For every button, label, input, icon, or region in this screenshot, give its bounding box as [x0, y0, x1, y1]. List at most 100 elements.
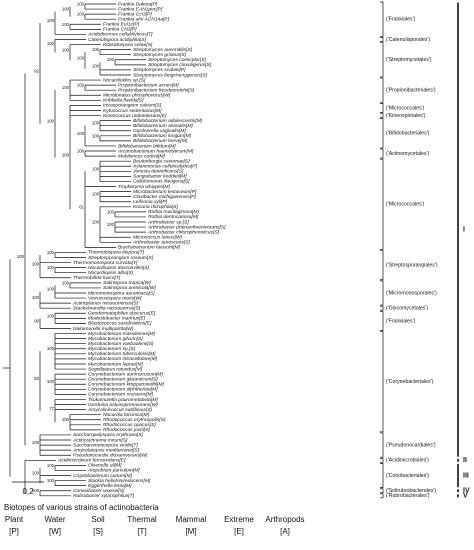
- taxon-label: Thermobifida fusca[T]: [73, 275, 121, 281]
- taxon-label: Salinispora tropica[W]: [103, 280, 151, 286]
- taxon-label: Microlunatus phosphovorus[W]: [103, 93, 171, 99]
- taxon-label: Segniliparus rotundus[M]: [88, 366, 143, 372]
- taxon-label: Actinosynnema mirum[S]: [72, 437, 128, 443]
- bootstrap-value: 100: [47, 250, 55, 255]
- taxon-label: Actinoplanes missouriensis[S]: [72, 300, 139, 306]
- bootstrap-value: 100: [92, 192, 100, 197]
- taxon-label: Amycolicicoccus subflavus[S]: [87, 407, 153, 413]
- taxon-label: Rhodococcus erythropolis[S]: [103, 417, 166, 423]
- group-label: ('Micromonosporales'): [386, 290, 437, 296]
- taxon-label: Kineococcus radiotolerans[E]: [103, 113, 167, 119]
- class-label: V: [463, 493, 468, 500]
- group-label: ('Micrococcales'): [386, 105, 425, 111]
- taxon-label: Clavibacter michiganensis[P]: [133, 194, 196, 200]
- taxon-label: Cellulomonas flavigena[S]: [133, 179, 190, 185]
- bootstrap-value: 100: [62, 280, 70, 285]
- bootstrap-value: 100: [62, 7, 70, 12]
- taxon-label: Propionibacterium freudenreichii[S]: [118, 87, 195, 93]
- taxon-label: Arcanobacterium haemolyticum[M]: [117, 148, 194, 154]
- taxon-label: Xylanimonas cellulosilytica[P]: [132, 164, 198, 170]
- group-label: ('Micrococcales'): [386, 202, 425, 208]
- taxon-label: Microbacterium testaceum[P]: [133, 189, 197, 195]
- group-bracket: [380, 77, 384, 103]
- group-label: ('Glycomycetales'): [386, 306, 428, 312]
- taxon-label: Arthrobacter aurescens[S]: [132, 240, 190, 246]
- bootstrap-value: 100: [92, 133, 100, 138]
- group-label: ('Rubrobacterales'): [386, 493, 430, 499]
- taxon-label: Mobiluncus curtisii[M]: [118, 153, 165, 159]
- taxon-label: Tsukamurella paurometabola[M]: [88, 397, 158, 403]
- taxon-label: Corynebacterium aurimucosum[M]: [88, 371, 163, 377]
- bootstrap-value: 100: [77, 55, 85, 60]
- bootstrap-value: 100: [47, 41, 55, 46]
- taxon-label: Geodermatophilus obscurus[E]: [88, 311, 156, 317]
- group-label: ('Pseudonocardiales'): [386, 442, 436, 448]
- taxon-label: Eggerthella lenta[M]: [88, 483, 132, 489]
- taxon-label: Rothia mucilaginosa[M]: [148, 209, 199, 215]
- legend-name: Mammal: [176, 515, 207, 524]
- bootstrap-value: 100: [77, 12, 85, 17]
- bootstrap-value: 100: [47, 379, 55, 384]
- taxon-label: Bifidobacterium adolescentis[M]: [133, 118, 203, 124]
- taxon-label: Catenulispora acidiphila[S]: [88, 37, 147, 43]
- taxon-label: Nocardiopsis alba[S]: [88, 270, 133, 276]
- taxon-label: Streptomyces griseus[S]: [133, 52, 187, 58]
- taxon-label: Arthrobacter sp.[S]: [147, 219, 189, 225]
- bootstrap-value: 100: [77, 83, 85, 88]
- taxon-label: Mycobacterium tuberculosis[M]: [88, 351, 156, 357]
- taxon-label: Olsenella uli[M]: [88, 463, 122, 469]
- group-bracket: [380, 457, 384, 463]
- taxon-label: Micromonospora aurantiaca[S]: [88, 290, 155, 296]
- taxon-label: Frankia Dakota[P]: [118, 1, 158, 7]
- bootstrap-value: 100: [77, 1, 85, 6]
- taxon-label: Nocardiopsis dassonvillei[S]: [88, 265, 150, 271]
- scale-label: 0.2: [22, 487, 34, 496]
- taxon-label: Mycobacterium massiliense[M]: [88, 331, 155, 337]
- taxon-label: Verrucosispora maris[W]: [88, 295, 142, 301]
- taxon-label: Rhodococcus jostii[S]: [103, 427, 150, 433]
- legend-name: Extreme: [224, 515, 254, 524]
- bootstrap-value: 100: [32, 488, 40, 493]
- bootstrap-value: 100: [32, 470, 40, 475]
- legend-code: [S]: [93, 527, 103, 536]
- taxon-label: Slackia heliotrinireducens[M]: [88, 478, 151, 484]
- group-bracket: [380, 113, 384, 118]
- class-label: II: [463, 457, 467, 464]
- bootstrap-value: 100: [92, 121, 100, 126]
- bootstrap-value: 100: [92, 219, 100, 224]
- class-label: I: [463, 226, 465, 233]
- taxon-label: Streptosporangium roseum[S]: [88, 255, 154, 261]
- taxon-label: Corynebacterium kroppenstedtii[M]: [88, 382, 164, 388]
- group-bracket: [380, 305, 384, 311]
- taxon-label: Brachybacterium faecium[M]: [118, 245, 181, 251]
- group-bracket: [380, 493, 384, 499]
- taxon-label: Micrococcus luteus[W]: [133, 235, 183, 241]
- class-label: III: [463, 472, 469, 479]
- bootstrap-value: 100: [47, 463, 55, 468]
- taxon-label: Mycobacterium vanbaalenii[S]: [88, 341, 154, 347]
- taxon-label: Nakamurella multipartita[W]: [73, 326, 134, 332]
- group-bracket: [380, 37, 384, 42]
- taxon-label: Propionibacterium acnes[M]: [118, 82, 179, 88]
- taxon-label: Frankia CN3[P]: [103, 27, 137, 33]
- bootstrap-value: 100: [47, 18, 55, 23]
- bootstrap-value: 61: [79, 204, 84, 209]
- group-bracket: [380, 432, 384, 458]
- taxon-label: Thermobispora bispora[T]: [88, 250, 145, 256]
- group-bracket: [380, 250, 384, 281]
- taxon-label: Rhodococcus opacus[S]: [103, 422, 156, 428]
- bootstrap-value: 92: [34, 68, 39, 73]
- taxon-label: Streptomyces bingchenggensis[S]: [133, 72, 208, 78]
- bootstrap-value: 100: [62, 47, 70, 52]
- taxon-label: Corynebacterium glutamicum[S]: [88, 376, 158, 382]
- group-label: ('Bifidobacteriales'): [386, 131, 430, 137]
- legend-code: [E]: [234, 527, 244, 536]
- taxon-label: Nocardia farcinica[M]: [103, 412, 150, 418]
- taxon-label: Sanguibacter keddieii[M]: [133, 174, 187, 180]
- legend-name: Arthropods: [265, 515, 304, 524]
- group-bracket: [380, 103, 384, 113]
- taxon-label: Stackebrandtia nassauensis[S]: [73, 305, 141, 311]
- group-bracket: [380, 488, 384, 494]
